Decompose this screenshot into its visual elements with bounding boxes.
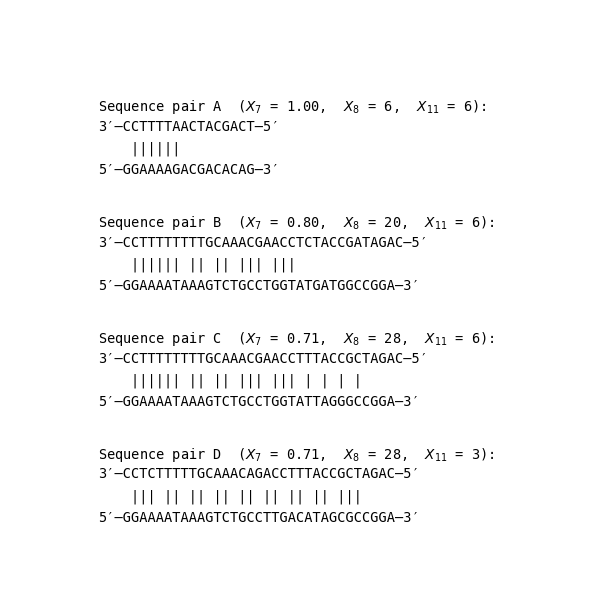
Text: 5′–GGAAAATAAAGTCTGCCTTGACATAGCGCCGGA–3′: 5′–GGAAAATAAAGTCTGCCTTGACATAGCGCCGGA–3′ — [98, 511, 420, 525]
Text: 5′–GGAAAATAAAGTCTGCCTGGTATGATGGCCGGA–3′: 5′–GGAAAATAAAGTCTGCCTGGTATGATGGCCGGA–3′ — [98, 279, 420, 293]
Text: 3′–CCTCTTTTTGCAAACAGACCTTTACCGCTAGAC–5′: 3′–CCTCTTTTTGCAAACAGACCTTTACCGCTAGAC–5′ — [98, 467, 420, 481]
Text: 3′–CCTTTTAACTACGACT–5′: 3′–CCTTTTAACTACGACT–5′ — [98, 120, 280, 134]
Text: ||| || || || || || || || |||: ||| || || || || || || || ||| — [98, 489, 362, 504]
Text: Sequence pair D  ($X_7$ = 0.71,  $X_8$ = 28,  $X_{11}$ = 3):: Sequence pair D ($X_7$ = 0.71, $X_8$ = 2… — [98, 445, 495, 464]
Text: 3′–CCTTTTTTTTGCAAACGAACCTCTACCGATAGAC–5′: 3′–CCTTTTTTTTGCAAACGAACCTCTACCGATAGAC–5′ — [98, 236, 428, 250]
Text: 3′–CCTTTTTTTTGCAAACGAACCTTTACCGCTAGAC–5′: 3′–CCTTTTTTTTGCAAACGAACCTTTACCGCTAGAC–5′ — [98, 352, 428, 366]
Text: Sequence pair B  ($X_7$ = 0.80,  $X_8$ = 20,  $X_{11}$ = 6):: Sequence pair B ($X_7$ = 0.80, $X_8$ = 2… — [98, 214, 495, 232]
Text: Sequence pair C  ($X_7$ = 0.71,  $X_8$ = 28,  $X_{11}$ = 6):: Sequence pair C ($X_7$ = 0.71, $X_8$ = 2… — [98, 330, 495, 348]
Text: |||||| || || ||| ||| | | | |: |||||| || || ||| ||| | | | | — [98, 373, 362, 388]
Text: 5′–GGAAAATAAAGTCTGCCTGGTATTAGGGCCGGA–3′: 5′–GGAAAATAAAGTCTGCCTGGTATTAGGGCCGGA–3′ — [98, 395, 420, 409]
Text: Sequence pair A  ($X_7$ = 1.00,  $X_8$ = 6,  $X_{11}$ = 6):: Sequence pair A ($X_7$ = 1.00, $X_8$ = 6… — [98, 98, 487, 116]
Text: |||||| || || ||| |||: |||||| || || ||| ||| — [98, 257, 296, 272]
Text: 5′–GGAAAAGACGACACAG–3′: 5′–GGAAAAGACGACACAG–3′ — [98, 163, 280, 178]
Text: ||||||: |||||| — [98, 142, 181, 156]
